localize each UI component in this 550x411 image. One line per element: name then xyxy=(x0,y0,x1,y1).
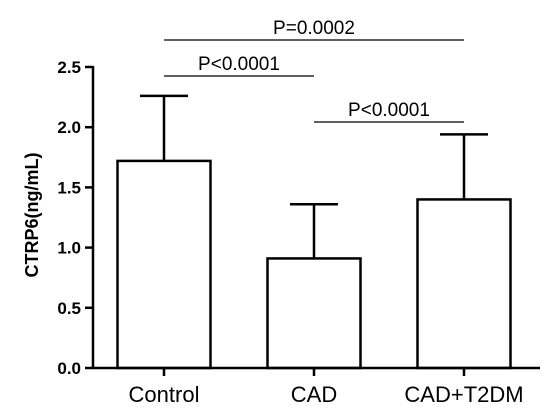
y-tick-label-3: 1.0 xyxy=(57,239,81,258)
y-tick-label-5: 2.0 xyxy=(57,118,81,137)
x-tick-label-1: Control xyxy=(129,382,200,407)
y-axis-label: CTRP6(ng/mL) xyxy=(22,153,42,278)
y-tick-label-1: 0.0 xyxy=(57,359,81,378)
y-tick-label-6: 2.5 xyxy=(57,58,81,77)
bar-3 xyxy=(416,198,512,370)
bar-2 xyxy=(266,257,362,370)
axes-layer: 0.0 0.5 1.0 1.5 2.0 2.5 Control CAD CAD+T2DM xyxy=(57,58,540,407)
y-tick-label-2: 0.5 xyxy=(57,299,81,318)
bars-layer xyxy=(116,94,512,370)
bar-1 xyxy=(116,159,212,370)
significance-label-3: P<0.0001 xyxy=(348,100,430,121)
significance-label-2: P<0.0001 xyxy=(198,54,280,75)
significance-label-1: P=0.0002 xyxy=(273,18,355,39)
x-tick-label-3: CAD+T2DM xyxy=(404,382,523,407)
significance-layer: P=0.0002 P<0.0001 P<0.0001 xyxy=(164,18,464,123)
x-tick-label-2: CAD xyxy=(291,382,337,407)
y-tick-label-4: 1.5 xyxy=(57,178,81,197)
